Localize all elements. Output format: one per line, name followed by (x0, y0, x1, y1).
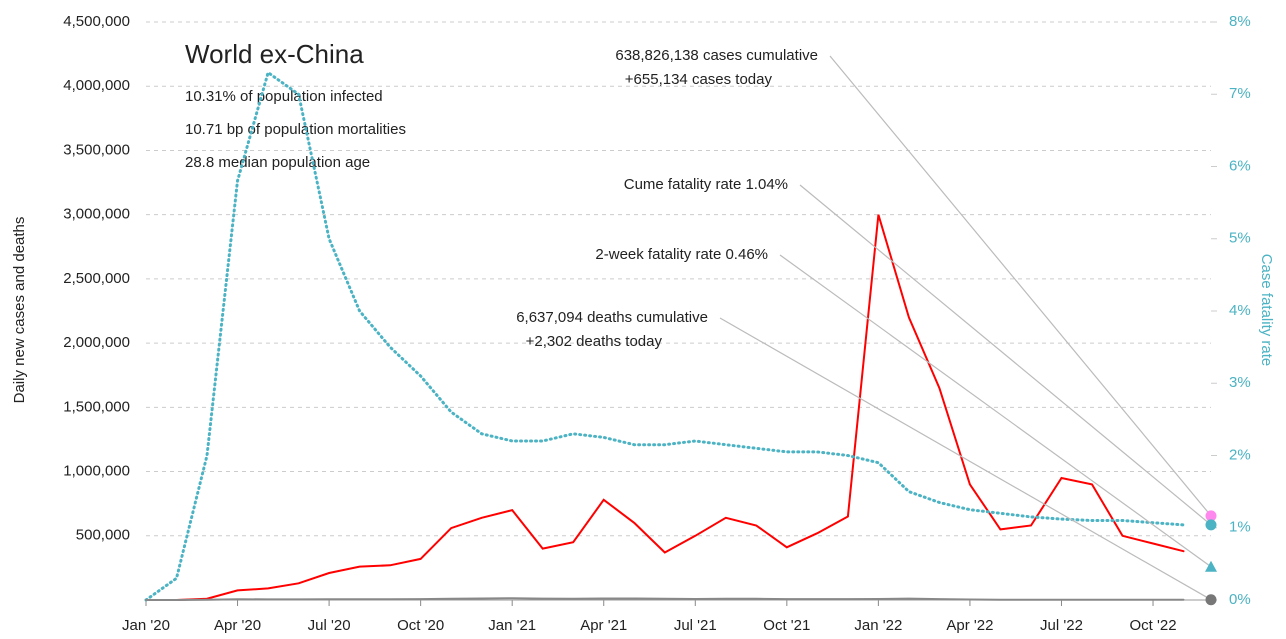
x-tick-label: Oct '21 (763, 617, 810, 634)
x-tick-label: Apr '20 (214, 617, 261, 634)
y2-tick-label: 1% (1229, 519, 1251, 536)
y2-tick-label: 3% (1229, 374, 1251, 391)
subtitle: 10.31% of population infected (185, 88, 383, 105)
annotation: 638,826,138 cases cumulative (615, 47, 818, 64)
x-tick-label: Apr '22 (946, 617, 993, 634)
y2-tick-label: 8% (1229, 13, 1251, 30)
y-tick-label: 1,000,000 (63, 463, 130, 480)
annotation: Cume fatality rate 1.04% (624, 176, 788, 193)
end-marker (1205, 510, 1217, 522)
y-tick-label: 1,500,000 (63, 398, 130, 415)
end-marker (1205, 560, 1217, 572)
x-tick-label: Jul '20 (308, 617, 351, 634)
y-tick-label: 2,000,000 (63, 334, 130, 351)
annotation: +2,302 deaths today (526, 333, 663, 350)
y-tick-label: 2,500,000 (63, 270, 130, 287)
x-tick-label: Jul '22 (1040, 617, 1083, 634)
x-tick-label: Jan '22 (854, 617, 902, 634)
leader-line (799, 184, 1212, 526)
x-tick-label: Oct '22 (1129, 617, 1176, 634)
series-line (145, 214, 1185, 601)
y-tick-label: 4,500,000 (63, 13, 130, 30)
leader-line (779, 254, 1212, 568)
x-tick-label: Oct '20 (397, 617, 444, 634)
y-tick-label: 500,000 (76, 527, 130, 544)
y2-tick-label: 6% (1229, 157, 1251, 174)
series-line (145, 597, 1185, 601)
y2-axis-label: Case fatality rate (1258, 254, 1275, 367)
y2-tick-label: 5% (1229, 230, 1251, 247)
end-marker (1205, 594, 1217, 606)
x-tick-label: Apr '21 (580, 617, 627, 634)
y2-tick-label: 2% (1229, 446, 1251, 463)
subtitle: 10.71 bp of population mortalities (185, 121, 406, 138)
x-tick-label: Jan '21 (488, 617, 536, 634)
y2-tick-label: 7% (1229, 85, 1251, 102)
annotation: 6,637,094 deaths cumulative (516, 309, 708, 326)
leader-line (829, 55, 1212, 517)
annotation: 2-week fatality rate 0.46% (595, 246, 768, 263)
y2-tick-label: 0% (1229, 591, 1251, 608)
x-tick-label: Jul '21 (674, 617, 717, 634)
annotation: +655,134 cases today (625, 71, 773, 88)
y-tick-label: 3,000,000 (63, 206, 130, 223)
end-marker (1205, 519, 1217, 531)
y-tick-label: 4,000,000 (63, 77, 130, 94)
y-tick-label: 3,500,000 (63, 141, 130, 158)
y2-tick-label: 4% (1229, 302, 1251, 319)
subtitle: 28.8 median population age (185, 154, 370, 171)
x-tick-label: Jan '20 (122, 617, 170, 634)
chart-title: World ex-China (185, 39, 364, 69)
leader-line (719, 317, 1212, 601)
y-axis-label: Daily new cases and deaths (11, 217, 28, 404)
series-line (144, 70, 1185, 602)
